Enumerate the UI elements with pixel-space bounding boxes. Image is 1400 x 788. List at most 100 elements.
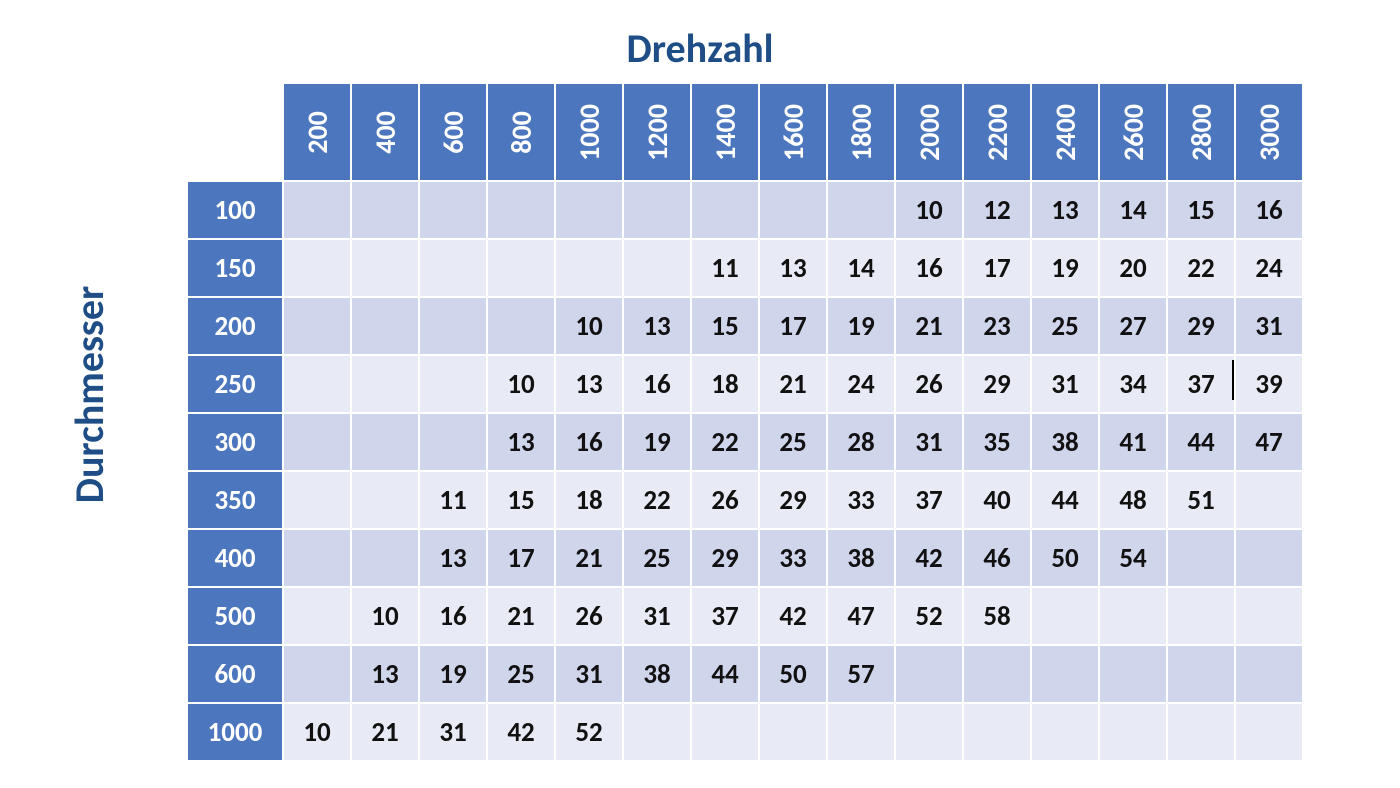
col-header-label: 800 bbox=[503, 111, 538, 154]
data-cell: 46 bbox=[964, 530, 1030, 586]
data-cell: 33 bbox=[760, 530, 826, 586]
data-cell bbox=[284, 414, 350, 470]
data-cell: 14 bbox=[828, 240, 894, 296]
row-header: 300 bbox=[188, 414, 282, 470]
table-body: 1001012131415161501113141617192022242001… bbox=[188, 182, 1302, 760]
data-cell bbox=[896, 704, 962, 760]
data-cell bbox=[284, 182, 350, 238]
data-cell bbox=[352, 414, 418, 470]
col-header: 1000 bbox=[556, 84, 622, 180]
data-cell: 10 bbox=[556, 298, 622, 354]
col-header: 1400 bbox=[692, 84, 758, 180]
axis-title-side: Durchmesser bbox=[60, 0, 120, 788]
col-header-label: 2400 bbox=[1047, 104, 1082, 161]
data-cell bbox=[556, 240, 622, 296]
data-cell bbox=[556, 182, 622, 238]
data-cell: 16 bbox=[556, 414, 622, 470]
data-cell bbox=[1168, 588, 1234, 644]
col-header: 1200 bbox=[624, 84, 690, 180]
data-cell bbox=[284, 356, 350, 412]
col-header-label: 1400 bbox=[707, 104, 742, 161]
row-header: 400 bbox=[188, 530, 282, 586]
data-cell: 25 bbox=[760, 414, 826, 470]
data-cell: 17 bbox=[760, 298, 826, 354]
col-header-label: 600 bbox=[435, 111, 470, 154]
data-cell: 10 bbox=[488, 356, 554, 412]
data-cell: 44 bbox=[692, 646, 758, 702]
table-row: 10001021314252 bbox=[188, 704, 1302, 760]
data-cell: 21 bbox=[488, 588, 554, 644]
col-header-label: 1800 bbox=[843, 104, 878, 161]
data-cell bbox=[624, 704, 690, 760]
data-cell: 16 bbox=[896, 240, 962, 296]
col-header: 200 bbox=[284, 84, 350, 180]
data-cell: 11 bbox=[692, 240, 758, 296]
data-cell: 34 bbox=[1100, 356, 1166, 412]
data-cell: 21 bbox=[556, 530, 622, 586]
row-header: 500 bbox=[188, 588, 282, 644]
col-header-label: 3000 bbox=[1251, 104, 1286, 161]
data-cell: 31 bbox=[420, 704, 486, 760]
col-header-label: 1000 bbox=[571, 104, 606, 161]
col-header: 3000 bbox=[1236, 84, 1302, 180]
data-cell bbox=[420, 240, 486, 296]
data-cell: 50 bbox=[1032, 530, 1098, 586]
data-cell bbox=[692, 704, 758, 760]
col-header: 1800 bbox=[828, 84, 894, 180]
data-cell bbox=[1168, 646, 1234, 702]
data-cell: 47 bbox=[828, 588, 894, 644]
data-cell: 15 bbox=[1168, 182, 1234, 238]
data-cell bbox=[1236, 588, 1302, 644]
data-cell bbox=[420, 182, 486, 238]
data-cell bbox=[1168, 704, 1234, 760]
data-cell: 25 bbox=[624, 530, 690, 586]
data-cell: 26 bbox=[556, 588, 622, 644]
table-row: 350111518222629333740444851 bbox=[188, 472, 1302, 528]
data-cell: 16 bbox=[1236, 182, 1302, 238]
data-cell: 24 bbox=[828, 356, 894, 412]
data-cell bbox=[1168, 530, 1234, 586]
data-cell: 44 bbox=[1168, 414, 1234, 470]
data-cell: 12 bbox=[964, 182, 1030, 238]
data-cell: 44 bbox=[1032, 472, 1098, 528]
data-cell bbox=[352, 472, 418, 528]
data-cell: 17 bbox=[964, 240, 1030, 296]
table-row: 4001317212529333842465054 bbox=[188, 530, 1302, 586]
data-cell: 21 bbox=[760, 356, 826, 412]
col-header-label: 400 bbox=[367, 111, 402, 154]
col-header-label: 1600 bbox=[775, 104, 810, 161]
data-cell: 18 bbox=[692, 356, 758, 412]
data-cell: 29 bbox=[964, 356, 1030, 412]
data-cell: 51 bbox=[1168, 472, 1234, 528]
data-cell: 13 bbox=[760, 240, 826, 296]
data-cell: 21 bbox=[896, 298, 962, 354]
data-cell bbox=[284, 530, 350, 586]
table-row: 250101316182124262931343739 bbox=[188, 356, 1302, 412]
data-cell: 31 bbox=[896, 414, 962, 470]
data-cell bbox=[284, 298, 350, 354]
data-cell: 26 bbox=[692, 472, 758, 528]
data-cell: 16 bbox=[624, 356, 690, 412]
data-cell bbox=[760, 704, 826, 760]
row-header: 100 bbox=[188, 182, 282, 238]
data-cell bbox=[896, 646, 962, 702]
data-cell: 13 bbox=[624, 298, 690, 354]
col-header: 1600 bbox=[760, 84, 826, 180]
data-cell: 58 bbox=[964, 588, 1030, 644]
data-cell bbox=[284, 588, 350, 644]
data-cell bbox=[1100, 646, 1166, 702]
col-header-label: 200 bbox=[299, 111, 334, 154]
data-cell: 31 bbox=[624, 588, 690, 644]
data-cell: 54 bbox=[1100, 530, 1166, 586]
col-header-label: 2000 bbox=[911, 104, 946, 161]
data-cell: 23 bbox=[964, 298, 1030, 354]
data-cell: 52 bbox=[896, 588, 962, 644]
row-header: 250 bbox=[188, 356, 282, 412]
data-cell: 31 bbox=[1236, 298, 1302, 354]
data-cell: 25 bbox=[1032, 298, 1098, 354]
table-row: 6001319253138445057 bbox=[188, 646, 1302, 702]
data-cell bbox=[420, 356, 486, 412]
data-cell: 16 bbox=[420, 588, 486, 644]
data-cell: 48 bbox=[1100, 472, 1166, 528]
data-cell: 17 bbox=[488, 530, 554, 586]
